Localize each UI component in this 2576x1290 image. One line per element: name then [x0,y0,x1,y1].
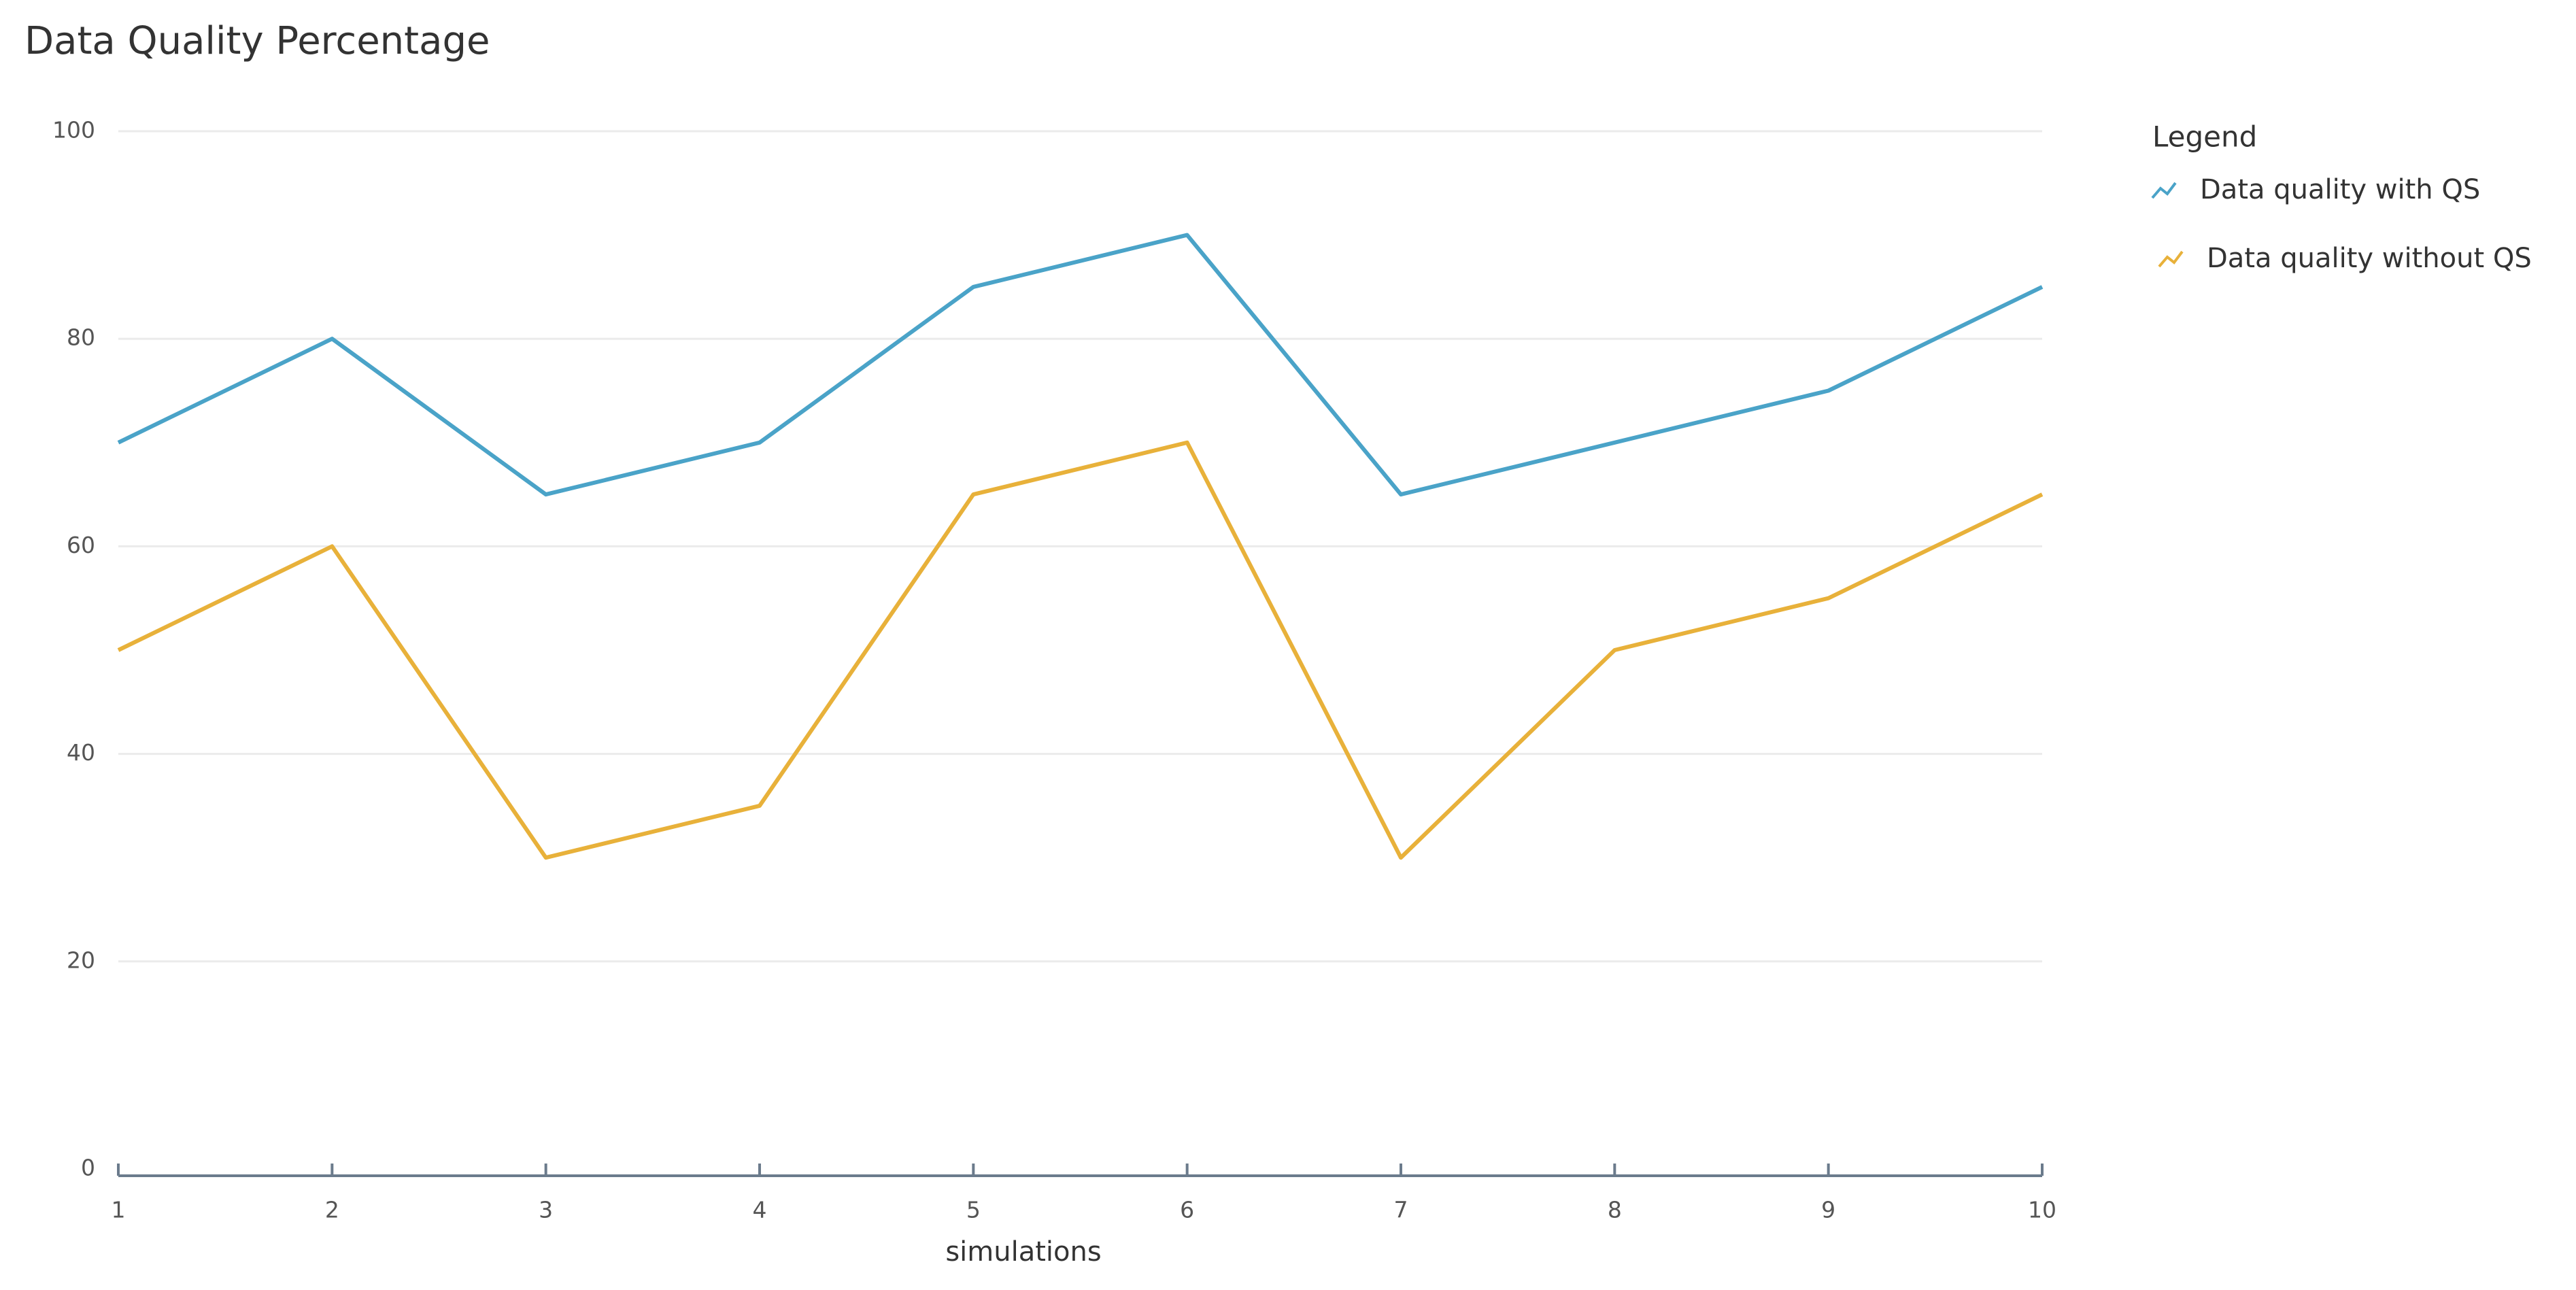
y-tick-label: 80 [67,324,95,351]
data-line [117,233,2044,497]
y-tick-label: 100 [52,117,95,143]
legend-icon [2151,182,2177,199]
legend-label: Data quality with QS [2200,174,2480,205]
y-tick-label: 0 [81,1155,95,1181]
x-tick-label: 6 [1180,1197,1194,1223]
x-tick-label: 8 [1608,1197,1622,1223]
x-axis-label: simulations [945,1236,1101,1268]
x-tick-label: 10 [2028,1197,2056,1223]
x-tick-label: 9 [1821,1197,1835,1223]
x-tick-label: 3 [539,1197,553,1223]
y-tick-label: 40 [67,739,95,766]
y-tick-label: 60 [67,532,95,558]
chart-title: Data Quality Percentage [24,19,490,63]
x-tick-label: 5 [966,1197,981,1223]
legend-label: Data quality without QS [2207,243,2532,274]
legend-title: Legend [2152,120,2257,154]
x-tick-label: 4 [753,1197,767,1223]
x-tick-label: 7 [1394,1197,1408,1223]
data-line [117,440,2044,860]
y-tick-label: 20 [67,947,95,973]
x-tick-label: 1 [112,1197,126,1223]
x-tick-label: 2 [325,1197,339,1223]
legend-icon [2158,250,2184,268]
